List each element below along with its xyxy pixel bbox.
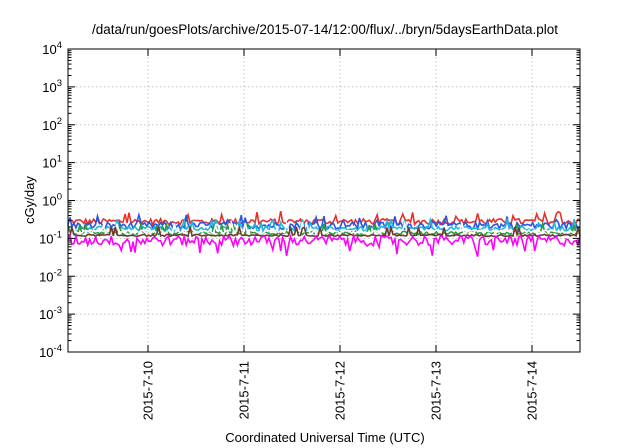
x-tick-label: 2015-7-11 [237,361,252,419]
y-axis-label: cGy/day [22,176,37,224]
y-tick-label: 10-1 [39,229,62,246]
y-axis: 10-4 10-3 10-2 10-1 100 101 102 103 104 [39,40,580,360]
y-tick-label: 10-2 [39,267,62,284]
x-tick-label: 2015-7-14 [525,361,540,420]
series-line [67,211,581,232]
y-tick-label: 104 [42,40,62,57]
x-axis-label: Coordinated Universal Time (UTC) [225,430,424,445]
grid [68,49,580,352]
y-tick-label: 10-3 [39,305,62,322]
x-tick-label: 2015-7-10 [141,361,156,420]
x-tick-label: 2015-7-13 [429,361,444,420]
y-tick-label: 10-4 [39,343,62,360]
x-axis: 2015-7-10 2015-7-11 2015-7-12 2015-7-13 2015… [141,49,540,420]
y-tick-label: 101 [42,154,62,171]
series-line [67,219,581,236]
chart-title: /data/run/goesPlots/archive/2015-07-14/1… [92,22,558,37]
x-tick-label: 2015-7-12 [333,361,348,420]
series-group [67,210,581,257]
y-tick-label: 103 [42,78,62,95]
series-line [67,232,581,257]
y-tick-label: 102 [42,116,62,133]
y-tick-label: 100 [42,192,62,209]
